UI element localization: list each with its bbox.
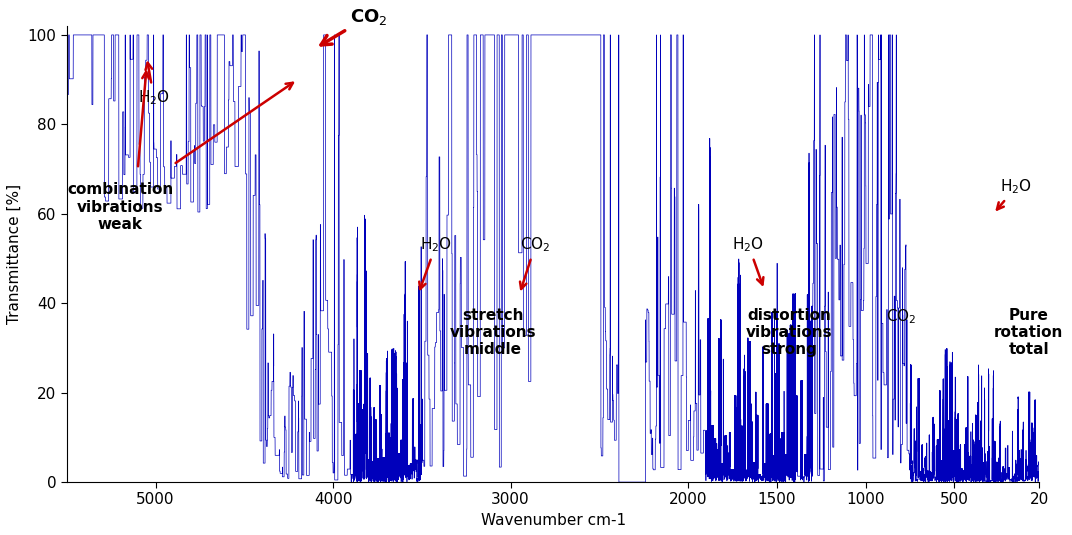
Text: CO$_2$: CO$_2$ (885, 308, 917, 326)
Text: CO$_2$: CO$_2$ (321, 6, 387, 45)
Text: CO$_2$: CO$_2$ (520, 235, 551, 289)
Text: H$_2$O: H$_2$O (732, 235, 764, 285)
Text: combination
vibrations
weak: combination vibrations weak (66, 182, 174, 232)
Text: distortion
vibrations
strong: distortion vibrations strong (746, 308, 833, 357)
Text: H$_2$O: H$_2$O (997, 178, 1032, 210)
Text: H$_2$O: H$_2$O (138, 63, 169, 106)
Text: Pure
rotation
total: Pure rotation total (994, 308, 1063, 357)
Y-axis label: Transmittance [%]: Transmittance [%] (6, 184, 21, 324)
Text: H$_2$O: H$_2$O (419, 235, 452, 289)
X-axis label: Wavenumber cm-1: Wavenumber cm-1 (480, 513, 626, 528)
Text: stretch
vibrations
middle: stretch vibrations middle (449, 308, 536, 357)
